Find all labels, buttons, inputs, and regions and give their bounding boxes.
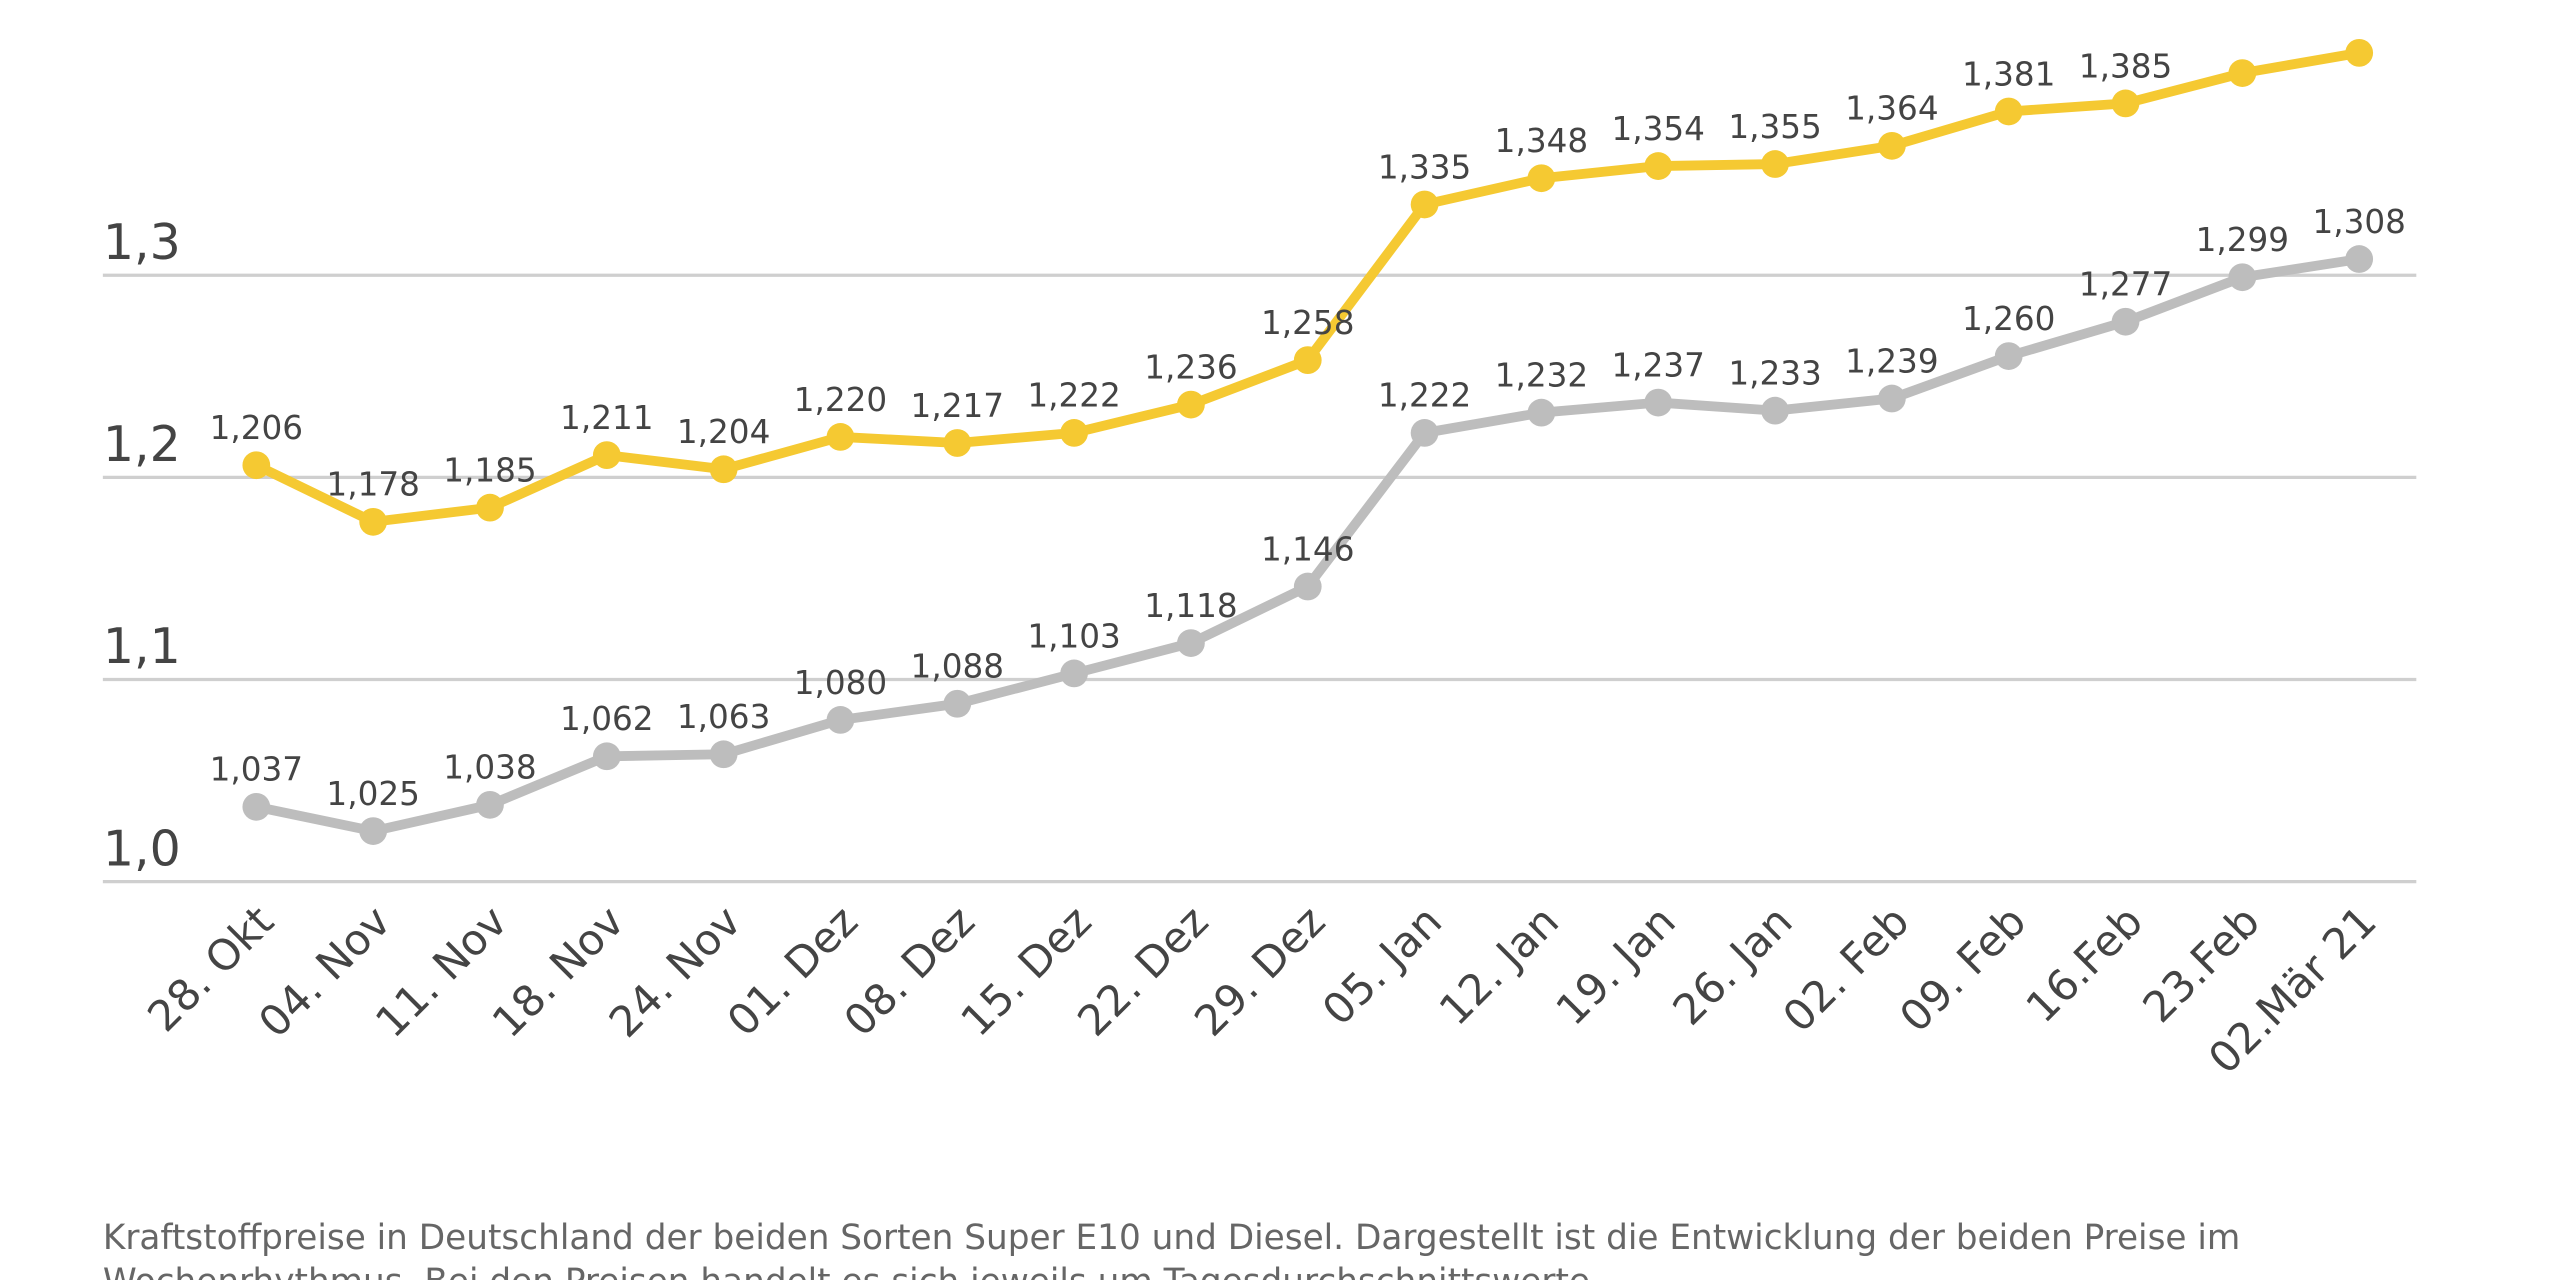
data-label: 1,385 — [2079, 47, 2172, 85]
data-point — [1994, 342, 2023, 370]
data-point — [2111, 89, 2140, 118]
x-tick-label: 09. Feb — [1891, 897, 2036, 1042]
data-label: 1,222 — [1027, 377, 1120, 415]
data-label: 1,146 — [1261, 530, 1354, 568]
x-tick-label: 16.Feb — [2017, 897, 2153, 1033]
data-point — [592, 441, 621, 469]
data-point — [1878, 384, 1906, 413]
data-label: 1,299 — [2196, 221, 2289, 259]
y-tick-label: 1,1 — [103, 618, 181, 675]
data-point — [1878, 131, 1906, 160]
data-label: 1,381 — [1962, 55, 2055, 93]
data-label: 1,217 — [911, 387, 1004, 425]
data-point — [1410, 190, 1439, 219]
data-label: 1,185 — [443, 452, 536, 490]
x-tick-label: 02. Feb — [1774, 897, 1919, 1042]
data-point — [1761, 396, 1789, 425]
data-label: 1,204 — [677, 413, 770, 451]
x-tick-label: 08. Dez — [835, 897, 984, 1046]
caption: Kraftstoffpreise in Deutschland der beid… — [103, 1218, 2240, 1258]
y-tick-label: 1,3 — [103, 214, 181, 271]
series-line — [254, 48, 2361, 527]
data-point — [2228, 263, 2257, 292]
x-tick-label: 22. Dez — [1069, 897, 1218, 1046]
data-point — [1293, 346, 1322, 374]
data-label: 1,103 — [1027, 617, 1120, 655]
x-tick-label: 12. Jan — [1431, 897, 1569, 1035]
data-label: 1,348 — [1495, 122, 1588, 160]
data-point — [709, 740, 738, 769]
data-label: 1,239 — [1845, 342, 1938, 380]
x-tick-label: 05. Jan — [1314, 897, 1452, 1035]
data-label: 1,037 — [210, 751, 303, 789]
data-point — [1994, 97, 2023, 126]
data-point — [476, 493, 504, 522]
data-point — [943, 429, 972, 457]
data-label: 1,233 — [1728, 355, 1821, 393]
data-label: 1,206 — [210, 409, 303, 447]
data-point — [359, 507, 388, 536]
data-label: 1,080 — [794, 664, 887, 702]
x-tick-label: 19. Jan — [1547, 897, 1685, 1035]
data-label: 1,088 — [911, 648, 1004, 686]
data-point — [1527, 398, 1556, 427]
data-label: 1,260 — [1962, 300, 2055, 338]
y-tick-label: 1,0 — [103, 820, 181, 877]
data-point — [2345, 245, 2374, 273]
data-point — [2345, 38, 2374, 67]
data-point — [1060, 659, 1088, 688]
data-point — [1293, 572, 1322, 601]
data-label: 1,364 — [1845, 90, 1938, 128]
data-point — [242, 792, 271, 821]
data-label: 1,277 — [2079, 266, 2172, 304]
data-point — [826, 423, 855, 451]
data-point — [1761, 150, 1789, 178]
data-point — [943, 689, 972, 718]
data-point — [709, 455, 738, 484]
data-label: 1,335 — [1378, 148, 1471, 186]
x-tick-label: 29. Dez — [1186, 897, 1335, 1046]
data-label: 1,211 — [560, 399, 653, 437]
data-label: 1,258 — [1261, 304, 1354, 342]
data-label: 1,062 — [560, 700, 653, 738]
data-point — [1644, 152, 1673, 180]
data-label: 1,308 — [2312, 203, 2405, 241]
data-point — [2111, 307, 2140, 336]
data-label: 1,354 — [1612, 110, 1705, 148]
data-label: 1,038 — [443, 749, 536, 787]
data-point — [359, 817, 388, 845]
data-label: 1,220 — [794, 381, 887, 419]
data-point — [1060, 419, 1088, 447]
data-point — [826, 706, 855, 734]
data-point — [592, 742, 621, 771]
data-label: 1,063 — [677, 698, 770, 736]
data-point — [476, 790, 504, 819]
data-point — [1177, 629, 1205, 657]
data-label: 1,236 — [1144, 348, 1237, 386]
data-point — [1410, 419, 1439, 447]
x-tick-label: 15. Dez — [952, 897, 1101, 1046]
data-point — [1644, 388, 1673, 417]
data-point — [2228, 59, 2257, 87]
caption: Wochenrhythmus. Bei den Preisen handelt … — [103, 1262, 1601, 1280]
y-tick-label: 1,2 — [103, 416, 181, 473]
data-point — [242, 451, 271, 480]
x-tick-label: 01. Dez — [719, 897, 868, 1046]
data-label: 1,237 — [1612, 346, 1705, 384]
data-label: 1,118 — [1144, 587, 1237, 625]
data-label: 1,355 — [1728, 108, 1821, 146]
data-label: 1,222 — [1378, 377, 1471, 415]
data-label: 1,178 — [326, 466, 419, 504]
data-point — [1527, 164, 1556, 193]
data-label: 1,025 — [326, 775, 419, 813]
data-point — [1177, 390, 1205, 419]
data-label: 1,232 — [1495, 357, 1588, 395]
